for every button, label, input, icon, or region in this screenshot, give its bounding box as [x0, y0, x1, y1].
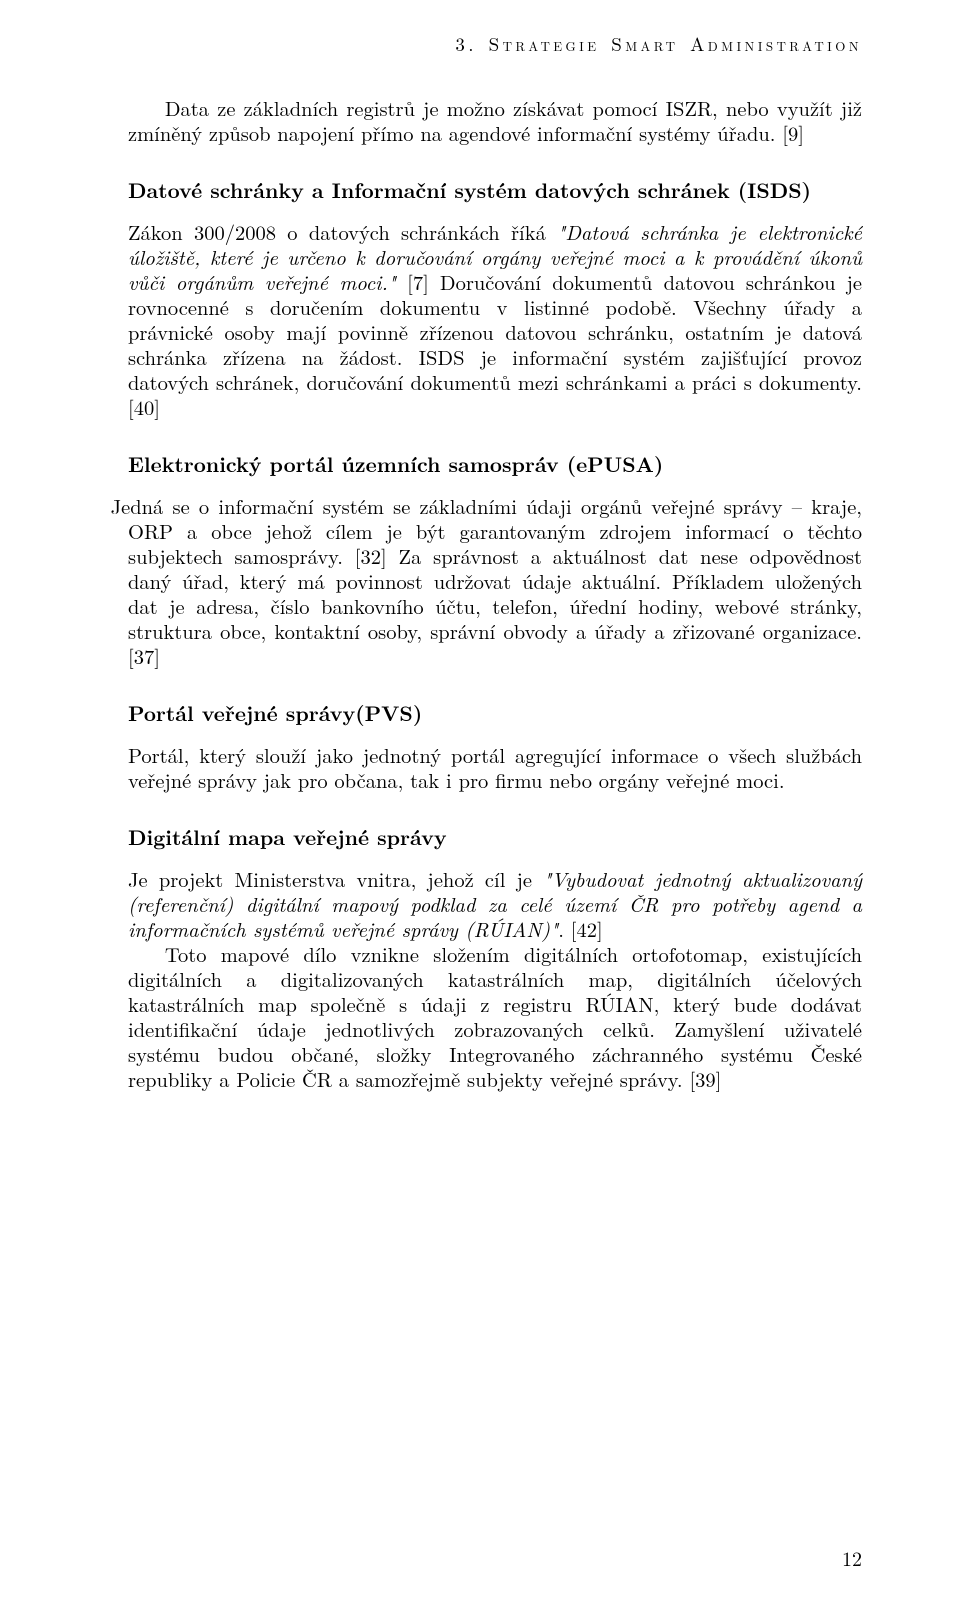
- digitalmap-paragraph-2: Toto mapové dílo vznikne složením digitá…: [128, 941, 862, 1091]
- heading-digitalmap: Digitální mapa veřejné správy: [128, 822, 862, 852]
- epusa-paragraph: Jedná se o informační systém se základní…: [128, 493, 862, 668]
- running-head: 3. Strategie Smart Administration: [128, 30, 862, 57]
- pvs-paragraph: Portál, který slouží jako jednotný portá…: [128, 742, 862, 792]
- digitalmap-paragraph-1: Je projekt Ministerstva vnitra, jehož cí…: [128, 866, 862, 941]
- isds-paragraph: Zákon 300/2008 o datových schránkách řík…: [128, 219, 862, 419]
- page: 3. Strategie Smart Administration Data z…: [0, 0, 960, 1602]
- heading-isds: Datové schránky a Informační systém dato…: [128, 175, 862, 205]
- heading-pvs: Portál veřejné správy(PVS): [128, 698, 862, 728]
- page-number: 12: [842, 1543, 862, 1572]
- intro-paragraph: Data ze základních registrů je možno zís…: [128, 95, 862, 145]
- heading-epusa: Elektronický portál územních samospráv (…: [128, 449, 862, 479]
